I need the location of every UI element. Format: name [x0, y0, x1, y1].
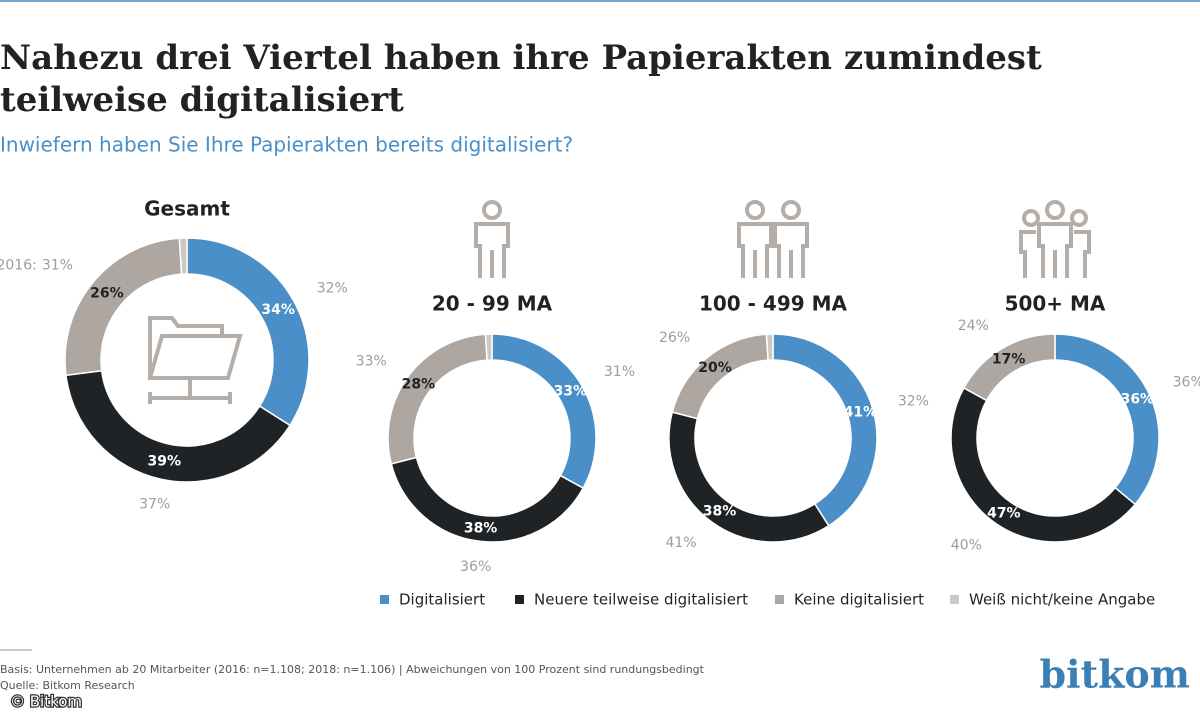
legend-label: Weiß nicht/keine Angabe [969, 591, 1155, 609]
legend-swatch [775, 595, 784, 604]
footer-source: Quelle: Bitkom Research [0, 679, 135, 692]
value-label: 17% [992, 352, 1026, 368]
value-label: 26% [90, 286, 124, 302]
comparison-value: 37% [139, 496, 170, 512]
value-label: 39% [148, 453, 182, 469]
value-label: 38% [703, 504, 737, 520]
donut-segment [186, 237, 310, 427]
comparison-value: 36% [460, 559, 491, 575]
comparison-value: 26% [659, 330, 690, 346]
legend-label: Digitalisiert [399, 591, 485, 609]
comparison-label: 33% [356, 354, 387, 370]
person-icon [474, 200, 510, 278]
comparison-label: 32% [898, 394, 929, 410]
comparison-label: 2016: 31% [0, 258, 73, 274]
footer-note: Basis: Unternehmen ab 20 Mitarbeiter (20… [0, 663, 705, 676]
value-label: 41% [844, 405, 878, 421]
comparison-label: 24% [958, 318, 989, 334]
comparison-label: 32% [317, 281, 348, 297]
donut-segment [962, 333, 1056, 402]
donut-segment [765, 333, 774, 361]
value-label: 34% [261, 302, 295, 318]
comparison-value: 36% [1173, 375, 1200, 391]
comparison-value: 32% [898, 394, 929, 410]
comparison-label: 40% [951, 538, 982, 554]
donut-segment [65, 369, 292, 483]
title: teilweise digitalisiert [0, 80, 404, 120]
legend-label: Keine digitalisiert [794, 591, 924, 609]
chart-title: 100 - 499 MA [699, 292, 848, 316]
legend-swatch [515, 595, 524, 604]
comparison-value: 31% [42, 258, 73, 274]
comparison-label: 31% [604, 364, 635, 380]
value-label: 20% [698, 360, 732, 376]
comparison-value: 32% [317, 281, 348, 297]
comparison-value: 40% [951, 538, 982, 554]
chart-title: Gesamt [144, 197, 230, 221]
value-label: 33% [554, 384, 588, 400]
comparison-label: 36% [1173, 375, 1200, 391]
copyright: © Bitkom [10, 693, 82, 711]
value-label: 28% [402, 377, 436, 393]
folder-icon [147, 316, 243, 404]
value-label: 38% [464, 520, 498, 536]
value-label: 36% [1121, 391, 1155, 407]
comparison-value: 33% [356, 354, 387, 370]
logo: bitkom [1040, 652, 1190, 697]
chart-title: 500+ MA [1005, 292, 1106, 316]
value-label: 47% [987, 505, 1021, 521]
comparison-value: 24% [958, 318, 989, 334]
group-icon [1019, 200, 1091, 278]
chart-title: 20 - 99 MA [432, 292, 553, 316]
legend-swatch [380, 595, 389, 604]
comparison-label: 36% [460, 559, 491, 575]
comparison-label: 37% [139, 496, 170, 512]
comparison-value: 31% [604, 364, 635, 380]
donut-segment [950, 386, 1137, 543]
legend-label: Neuere teilweise digitalisiert [534, 591, 748, 609]
donut-segment [484, 333, 493, 361]
comparison-label: 26% [659, 330, 690, 346]
comparison-prefix: 2016: [0, 258, 37, 274]
donut-segment [178, 237, 188, 275]
people-icon [737, 200, 809, 278]
title: Nahezu drei Viertel haben ihre Papierakt… [0, 38, 1042, 78]
subtitle: Inwiefern haben Sie Ihre Papierakten ber… [0, 133, 573, 157]
comparison-label: 41% [665, 535, 696, 551]
comparison-value: 41% [665, 535, 696, 551]
legend-swatch [950, 595, 959, 604]
